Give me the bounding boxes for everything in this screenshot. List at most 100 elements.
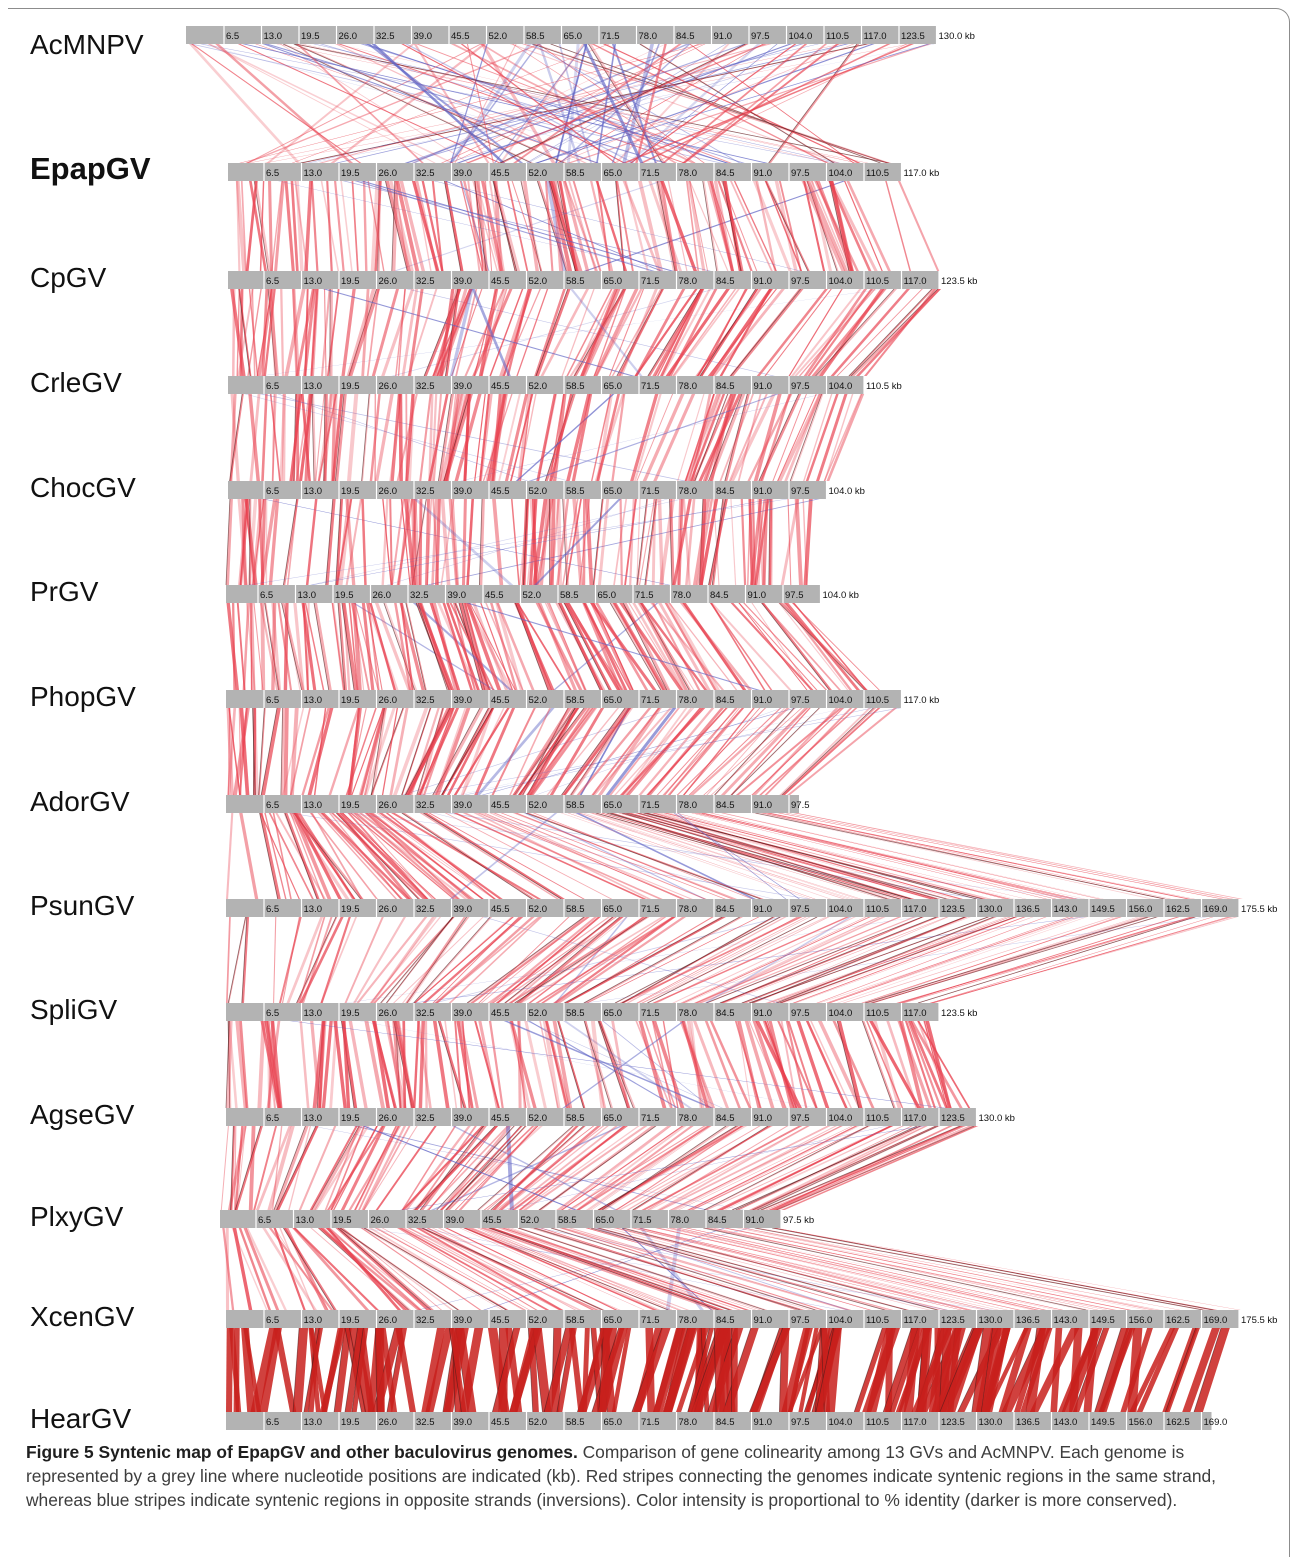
tick-label: 52.0 xyxy=(529,1113,548,1124)
genome-track-adorgv: 6.5 13.0 19.5 26.0 32.5 39.0 45.5 52.0 58.5 65.0 7… xyxy=(30,786,810,817)
synteny-link xyxy=(419,394,432,481)
synteny-link xyxy=(348,1021,368,1108)
conserved-link xyxy=(772,1227,1214,1311)
tick-label: 6.5 xyxy=(266,1417,279,1428)
conserved-link xyxy=(724,393,748,482)
synteny-link xyxy=(529,1228,806,1310)
synteny-link xyxy=(362,181,368,271)
inversion-link xyxy=(471,289,511,376)
tick-label: 45.5 xyxy=(491,1008,510,1019)
synteny-link xyxy=(335,44,587,163)
synteny-link xyxy=(619,917,803,1003)
conserved-link xyxy=(583,916,740,1004)
synteny-link xyxy=(419,813,560,899)
synteny-link xyxy=(245,1228,287,1310)
synteny-link xyxy=(552,394,567,481)
synteny-link xyxy=(246,44,482,163)
tick-label: 91.0 xyxy=(754,1315,773,1326)
synteny-link xyxy=(271,1126,283,1210)
synteny-link xyxy=(431,499,438,585)
inversion-link xyxy=(430,1126,624,1210)
synteny-link xyxy=(773,1126,966,1210)
synteny-link xyxy=(902,917,1196,1003)
synteny-link xyxy=(428,1126,498,1210)
synteny-link xyxy=(304,394,313,481)
tick-label: 130.0 kb xyxy=(939,31,975,42)
synteny-link xyxy=(340,1228,454,1310)
tick-label: 6.5 xyxy=(266,1008,279,1019)
synteny-link xyxy=(405,917,466,1003)
tick-label: 45.5 xyxy=(491,1417,510,1428)
tick-label: 65.0 xyxy=(604,1315,623,1326)
conserved-link xyxy=(917,916,1196,1004)
tick-label: 97.5 xyxy=(751,31,770,42)
conserved-link xyxy=(492,1327,515,1413)
synteny-link xyxy=(796,1021,830,1108)
genome-bar xyxy=(226,795,799,813)
synteny-link xyxy=(272,813,292,899)
tick-label: 97.5 xyxy=(791,1315,810,1326)
inversion-link xyxy=(450,44,488,163)
inversion-link xyxy=(630,44,778,163)
conserved-link xyxy=(647,916,818,1004)
synteny-link xyxy=(451,289,483,376)
synteny-link xyxy=(448,499,459,585)
synteny-link xyxy=(651,813,963,899)
synteny-link xyxy=(284,289,306,376)
synteny-link xyxy=(544,181,554,271)
synteny-link xyxy=(585,499,594,585)
synteny-link xyxy=(345,499,362,585)
synteny-link xyxy=(507,1126,618,1210)
synteny-link xyxy=(517,1228,762,1310)
genome-name: XcenGV xyxy=(30,1301,135,1332)
synteny-link xyxy=(623,708,693,795)
synteny-link xyxy=(337,499,349,585)
synteny-link xyxy=(320,181,340,271)
inversion-link xyxy=(418,708,902,795)
synteny-link xyxy=(309,1126,358,1210)
synteny-link xyxy=(764,289,832,376)
tick-label: 91.0 xyxy=(754,800,773,811)
synteny-link xyxy=(557,44,764,163)
tick-label: 39.0 xyxy=(454,800,473,811)
synteny-link xyxy=(295,289,315,376)
conserved-link xyxy=(227,916,246,1004)
inversion-link xyxy=(244,394,570,481)
synteny-link xyxy=(752,1021,786,1108)
synteny-link xyxy=(899,1021,925,1108)
synteny-link xyxy=(450,44,706,163)
tick-label: 32.5 xyxy=(408,1215,427,1226)
conserved-link xyxy=(334,393,345,482)
synteny-link xyxy=(794,917,1034,1003)
conserved-link xyxy=(694,393,728,482)
inversion-link xyxy=(411,917,1086,1003)
synteny-link xyxy=(232,1228,253,1310)
synteny-link xyxy=(276,1126,319,1210)
synteny-link xyxy=(593,289,639,376)
synteny-link xyxy=(971,1328,993,1412)
conserved-link xyxy=(535,288,569,377)
synteny-link xyxy=(319,1328,346,1412)
synteny-link xyxy=(740,499,747,585)
conserved-link xyxy=(258,707,265,796)
synteny-link xyxy=(842,917,1115,1003)
tick-label: 6.5 xyxy=(266,486,279,497)
synteny-link xyxy=(479,394,490,481)
synteny-link xyxy=(591,708,661,795)
conserved-link xyxy=(238,288,251,377)
conserved-link xyxy=(543,1327,566,1413)
synteny-link xyxy=(361,603,375,690)
synteny-link xyxy=(407,1228,582,1310)
synteny-link xyxy=(279,917,302,1003)
tick-label: 45.5 xyxy=(491,1315,510,1326)
synteny-link xyxy=(830,289,910,376)
synteny-link xyxy=(271,181,283,271)
synteny-link xyxy=(748,499,754,585)
conserved-link xyxy=(558,602,601,691)
tick-label: 32.5 xyxy=(416,276,435,287)
synteny-link xyxy=(581,1328,590,1412)
tick-label: 169.0 xyxy=(1204,1315,1228,1326)
synteny-link xyxy=(744,1021,775,1108)
genome-track-crlegv: 6.5 13.0 19.5 26.0 32.5 39.0 45.5 52.0 58.5 65.0 7… xyxy=(30,367,902,398)
conserved-link xyxy=(562,498,568,586)
